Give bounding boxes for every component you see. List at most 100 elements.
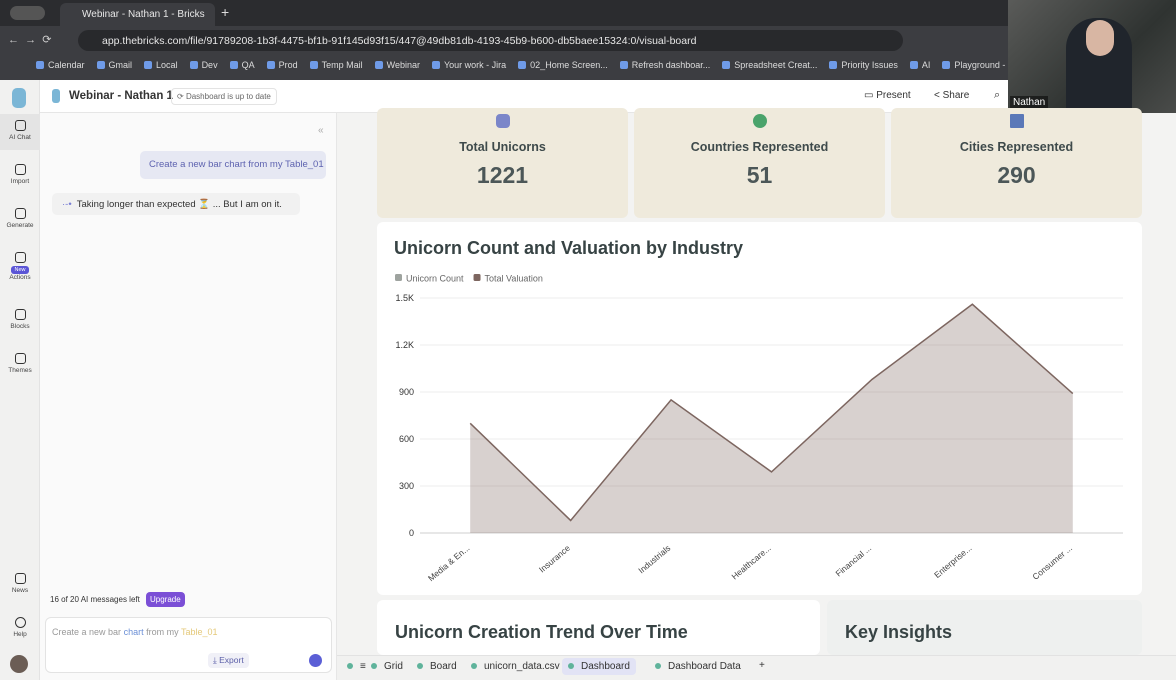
sheet-tab[interactable]: unicorn_data.csv	[471, 661, 560, 672]
menu[interactable]: ≡	[347, 661, 366, 672]
bookmark[interactable]: Refresh dashboar...	[620, 60, 711, 80]
bookmark[interactable]: QA	[230, 60, 255, 80]
status-text: Dashboard is up to date	[185, 92, 271, 101]
bookmark[interactable]: Calendar	[36, 60, 85, 80]
person-head	[1086, 20, 1114, 56]
sidebar-item[interactable]: AI Chat	[0, 114, 40, 150]
section-card: Key Insights	[827, 600, 1142, 655]
sheet-tab[interactable]: Grid	[371, 661, 403, 672]
user-message: Create a new bar chart from my Table_01	[140, 151, 326, 179]
kpi-value: 290	[997, 162, 1036, 188]
bookmark[interactable]: Dev	[190, 60, 218, 80]
bookmark[interactable]: Temp Mail	[310, 60, 363, 80]
file-title[interactable]: Webinar - Nathan 1	[69, 90, 173, 102]
video-overlay: Nathan	[1008, 0, 1176, 113]
chat-input[interactable]: Create a new bar chart from my Table_01 …	[45, 617, 332, 673]
present-button[interactable]: ▭ Present	[864, 90, 911, 101]
message-text: Create a new bar chart from my Table_01	[149, 159, 324, 170]
sidebar-item[interactable]: Generate	[0, 208, 40, 229]
sheet-tab[interactable]: Board	[417, 661, 457, 672]
bookmarks-bar: Calendar Gmail Local Dev QA Prod Temp Ma…	[0, 55, 1176, 80]
save-status: ⟳ Dashboard is up to date	[171, 88, 277, 105]
stop-button[interactable]	[309, 654, 322, 667]
bookmark[interactable]: Prod	[267, 60, 298, 80]
new-tab[interactable]: +	[221, 4, 230, 20]
input-text: from my	[146, 627, 179, 637]
message-text: Taking longer than expected ⏳ ... But I …	[76, 199, 282, 210]
sidebar-label: Import	[10, 178, 30, 185]
url-field[interactable]: app.thebricks.com/file/91789208-1b3f-447…	[78, 30, 903, 51]
sheet-tab[interactable]: Dashboard Data	[655, 661, 741, 672]
address-bar: ← → ⟳ app.thebricks.com/file/91789208-1b…	[0, 26, 1176, 55]
tab-title: Webinar - Nathan 1 - Bricks	[82, 9, 205, 20]
y-tick-label: 0	[409, 528, 414, 538]
bot-message: ·-• Taking longer than expected ⏳ ... Bu…	[52, 193, 300, 215]
sidebar-label: News	[11, 587, 29, 594]
search-button[interactable]: ⌕	[994, 89, 1001, 101]
bookmark[interactable]: AI	[910, 60, 931, 80]
y-tick-label: 300	[399, 481, 414, 491]
sidebar-item[interactable]: Help	[0, 617, 40, 638]
sheet-tab-active[interactable]: Dashboard	[562, 658, 636, 675]
upgrade-button[interactable]: Upgrade	[146, 592, 185, 607]
sidebar-item[interactable]: News	[0, 573, 40, 594]
y-tick-label: 600	[399, 434, 414, 444]
button-label: Share	[942, 90, 970, 101]
url: app.thebricks.com/file/91789208-1b3f-447…	[102, 35, 697, 47]
bookmark[interactable]: Your work - Jira	[432, 60, 506, 80]
button-label: Present	[876, 90, 911, 101]
add-tab[interactable]: +	[759, 660, 765, 671]
sidebar-item[interactable]: Blocks	[0, 309, 40, 330]
input-text: chart	[123, 627, 144, 637]
legend-label: Total Valuation	[485, 274, 543, 284]
kpi-value: 51	[746, 162, 773, 188]
sidebar-label: Blocks	[10, 323, 30, 330]
sidebar-label: Actions	[9, 274, 31, 281]
tab-group[interactable]	[10, 6, 45, 20]
section-title: Key Insights	[845, 622, 953, 642]
share-button[interactable]: < Share	[934, 90, 970, 101]
file-icon	[52, 89, 60, 103]
sheet-tabs: ≡ Grid Board unicorn_data.csv Dashboard …	[337, 655, 1176, 680]
y-tick-label: 900	[399, 387, 414, 397]
quota: 16 of 20 AI messages left	[50, 595, 140, 604]
bookmark[interactable]: Gmail	[97, 60, 133, 80]
bookmark[interactable]: Spreadsheet Creat...	[722, 60, 817, 80]
export-button[interactable]: ⤓ Export	[208, 653, 249, 668]
area	[470, 304, 1073, 533]
sidebar-label: Help	[13, 631, 27, 638]
kpi-label: Total Unicorns	[459, 140, 546, 154]
logo	[12, 88, 26, 108]
bookmark[interactable]: Playground - Ope	[942, 60, 1025, 80]
browser-tab[interactable]: Webinar - Nathan 1 - Bricks	[60, 3, 215, 26]
legend-swatch	[473, 274, 481, 281]
bookmark[interactable]: Webinar	[375, 60, 420, 80]
kpi-card: Total Unicorns 1221	[377, 108, 628, 218]
kpi-label: Countries Represented	[690, 140, 829, 154]
chart: Unicorn Count and Valuation by Industry …	[377, 222, 1142, 595]
collapse-button[interactable]: «	[318, 125, 324, 136]
participant-name: Nathan	[1010, 96, 1049, 109]
sidebar-item[interactable]: New Actions	[0, 252, 40, 281]
browser-tab-bar: Webinar - Nathan 1 - Bricks +	[0, 0, 1176, 26]
bookmark[interactable]: Priority Issues	[829, 60, 898, 80]
bookmark[interactable]: Local	[144, 60, 178, 80]
x-tick-label: Healthcare...	[729, 543, 772, 582]
sidebar-label: AI Chat	[9, 134, 31, 141]
bookmark[interactable]: 02_Home Screen...	[518, 60, 608, 80]
avatar[interactable]	[10, 655, 28, 673]
kpi-value: 1221	[476, 162, 529, 188]
area-line	[469, 303, 1074, 522]
legend-label: Unicorn Count	[406, 274, 464, 284]
legend-swatch	[395, 274, 402, 281]
y-tick-label: 1.5K	[395, 293, 414, 303]
x-tick-label: Enterprise...	[932, 543, 974, 580]
section-card: Unicorn Creation Trend Over Time	[377, 600, 820, 655]
input-text: Table_01	[180, 627, 218, 637]
nav-buttons[interactable]: ← → ⟳	[8, 34, 52, 46]
x-tick-label: Consumer ...	[1030, 543, 1074, 582]
x-tick-label: Insurance	[537, 543, 572, 575]
sidebar-item[interactable]: Themes	[0, 353, 40, 374]
sidebar-item[interactable]: Import	[0, 164, 40, 185]
